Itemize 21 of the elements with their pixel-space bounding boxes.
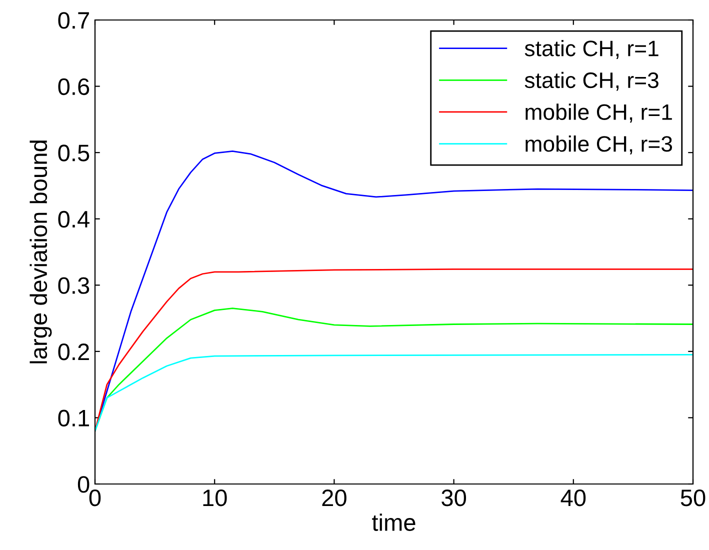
line-series [95,354,693,432]
x-axis-title: time [372,514,416,531]
y-tick-label: 0.2 [58,343,89,360]
x-tick-label: 0 [89,489,101,506]
y-tick-label: 0 [78,476,90,493]
x-tick-label: 20 [322,489,346,506]
y-tick-label: 0.3 [58,277,90,294]
x-tick-label: 50 [680,489,706,506]
x-tick-label: 30 [442,489,466,506]
y-tick-label: 0.6 [58,78,90,96]
legend-label: static CH, r=1 [524,40,658,59]
y-tick-label: 0.1 [58,410,89,426]
x-tick-label: 10 [203,489,227,506]
legend-label: mobile CH, r=3 [526,135,672,154]
y-axis-title: large deviation bound [30,140,52,364]
x-tick-label: 40 [560,489,586,506]
y-tick-label: 0.7 [58,12,89,29]
y-tick-label: 0.5 [58,144,90,162]
legend-label: mobile CH, r=1 [526,104,672,123]
legend-label: static CH, r=3 [524,72,658,91]
y-tick-label: 0.4 [58,210,90,228]
